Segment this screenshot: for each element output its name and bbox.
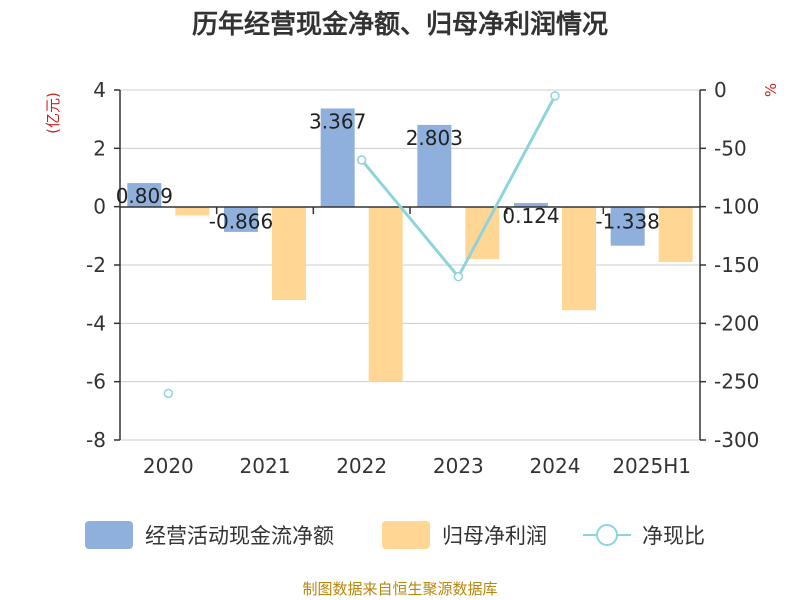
ratio-line-segment: [457, 95, 557, 278]
grid-lines: [120, 89, 700, 441]
right-axis-tick-label: -100: [714, 195, 759, 219]
left-axis-tick-label: -4: [86, 311, 106, 335]
chart-title: 历年经营现金净额、归母净利润情况: [192, 9, 608, 40]
tick-labels: 4 2 0 -2 -4 -6 -8 0 -50 -100 -150 -200 -250 -300 2020 2…: [86, 78, 759, 478]
legend-swatch-cash-flow: [85, 521, 133, 549]
left-axis-tick-label: 0: [93, 195, 106, 219]
category-label: 2023: [433, 454, 484, 478]
left-axis-tick-label: -2: [86, 253, 106, 277]
ratio-point: [356, 155, 367, 165]
right-axis-tick-label: -300: [714, 428, 759, 452]
left-axis-unit: (亿元): [44, 92, 62, 134]
cash-flow-data-label: 3.367: [309, 109, 366, 133]
right-axis-tick-label: -150: [714, 253, 759, 277]
legend-label-net-profit: 归母净利润: [442, 524, 547, 548]
category-label: 2025H1: [612, 454, 691, 478]
cash-flow-data-label: -1.338: [595, 210, 659, 234]
cash-flow-bar: [610, 206, 645, 246]
ratio-point: [163, 388, 174, 399]
category-label: 2022: [336, 454, 387, 478]
legend-swatch-net-profit: [382, 521, 430, 549]
right-axis-tick-label: -200: [714, 311, 759, 335]
data-labels: 0.809 -0.866 3.367 2.803 0.124 -1.338: [116, 109, 660, 233]
cash-flow-bar: [417, 124, 452, 207]
cash-flow-data-label: -0.866: [209, 210, 273, 234]
cash-flow-bar: [127, 183, 162, 207]
left-axis-tick-label: -6: [86, 370, 106, 394]
ratio-point: [453, 271, 464, 282]
left-axis-tick-label: 2: [93, 136, 106, 160]
ratio-point: [550, 91, 560, 101]
cash-flow-data-label: 2.803: [406, 126, 463, 150]
category-label: 2024: [530, 454, 581, 478]
source-text: 制图数据来自恒生聚源数据库: [302, 580, 497, 598]
right-axis-tick-label: -50: [714, 136, 747, 160]
category-label: 2020: [143, 454, 194, 478]
cash-flow-bar: [514, 203, 548, 207]
left-axis-tick-label: -8: [86, 428, 106, 452]
legend: 经营活动现金流净额 归母净利润 净现比: [85, 521, 705, 549]
category-label: 2021: [240, 454, 291, 478]
right-axis-tick-label: 0: [714, 78, 727, 102]
net-profit-bar: [272, 206, 306, 300]
legend-label-ratio: 净现比: [642, 524, 705, 548]
net-profit-bar: [562, 206, 596, 311]
net-profit-bar: [658, 206, 693, 263]
net-profit-bar: [175, 206, 210, 216]
cash-flow-bar: [320, 108, 355, 207]
ratio-line-segment: [360, 159, 460, 278]
bars: [127, 108, 693, 382]
cash-flow-bar: [224, 206, 258, 232]
ratio-line: [163, 91, 560, 399]
left-axis-tick-label: 4: [93, 78, 106, 102]
right-axis-tick-label: -250: [714, 370, 759, 394]
right-axis-unit: %: [762, 83, 780, 97]
legend-marker-ratio: [596, 524, 618, 546]
cash-flow-data-label: 0.124: [502, 204, 559, 228]
legend-label-cash-flow: 经营活动现金流净额: [145, 524, 334, 548]
net-profit-bar: [368, 206, 403, 382]
cash-flow-data-label: 0.809: [116, 184, 173, 208]
